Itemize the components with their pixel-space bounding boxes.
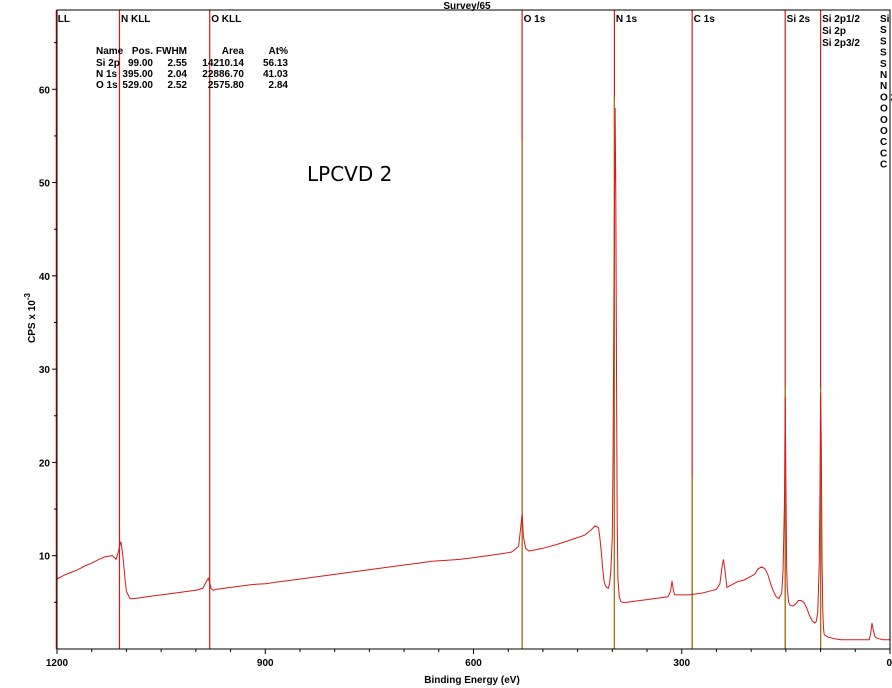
y-tick-label: 10 — [39, 552, 51, 563]
quant-table-header: FWHM — [156, 46, 187, 57]
quant-table-cell: Si 2p — [96, 58, 120, 69]
reference-lines — [521, 96, 822, 649]
survey-spectrum-line — [56, 107, 890, 641]
peak-label: Si 2p1/2 — [822, 14, 860, 25]
plot-frame — [56, 9, 891, 650]
peak-label: N 1s — [616, 14, 638, 25]
y-tick-label: 50 — [39, 179, 51, 190]
quant-table-header: At% — [269, 46, 289, 57]
edge-peak-label: N — [880, 70, 887, 81]
x-tick-label: 900 — [257, 658, 274, 669]
peak-label: O 1s — [524, 14, 546, 25]
peak-label: Si 2p3/2 — [822, 38, 860, 49]
peak-label: N KLL — [121, 14, 150, 25]
quant-table-cell: 99.00 — [128, 58, 153, 69]
y-axis-title-exponent: -3 — [23, 292, 32, 300]
edge-peak-label: S — [880, 25, 887, 36]
edge-peak-label: C — [880, 148, 887, 159]
x-axis-ticks: 1200 900 600 300 0 — [46, 649, 892, 669]
y-axis-title: CPS x 10-3 — [23, 292, 38, 342]
edge-peak-label: O — [880, 104, 888, 115]
y-tick-label: 30 — [39, 365, 51, 376]
y-tick-label: 40 — [39, 272, 51, 283]
x-tick-label: 600 — [465, 658, 482, 669]
quantification-table: Name Pos. FWHM Area At% Si 2p 99.00 2.55 14210.1… — [96, 46, 288, 91]
quant-table-cell: 529.00 — [122, 80, 153, 91]
edge-peak-label: S — [880, 48, 887, 59]
edge-peak-label: O — [880, 126, 888, 137]
chart-title: Survey/65 — [443, 1, 491, 12]
sample-annotation: LPCVD 2 — [307, 162, 392, 186]
peak-label: O KLL — [211, 14, 241, 25]
peak-label: LL — [58, 14, 70, 25]
peak-label: C 1s — [694, 14, 716, 25]
quant-table-cell: O 1s — [96, 80, 118, 91]
x-tick-label: 1200 — [46, 658, 69, 669]
quant-table-cell: 395.00 — [122, 69, 153, 80]
edge-peak-label: C — [880, 137, 887, 148]
peak-label: Si 2p — [822, 26, 846, 37]
quant-table-header: Name — [96, 46, 124, 57]
quant-table-cell: 14210.14 — [202, 58, 244, 69]
edge-peak-label: Si — [880, 14, 890, 25]
quant-table-cell: 2.52 — [168, 80, 188, 91]
quant-table-header: Area — [222, 46, 245, 57]
quant-table-cell: 56.13 — [263, 58, 288, 69]
x-axis-title: Binding Energy (eV) — [424, 675, 520, 686]
quant-table-cell: N 1s — [96, 69, 118, 80]
quant-table-cell: 2.55 — [168, 58, 188, 69]
x-tick-label: 300 — [673, 658, 690, 669]
quant-table-cell: 2.04 — [168, 69, 188, 80]
peak-labels: LL N KLL O KLL O 1s N 1s C 1s Si 2s Si 2p1/2Si … — [58, 14, 861, 49]
y-axis-title-main: CPS x 10 — [27, 300, 38, 343]
peak-label: Si 2s — [787, 14, 811, 25]
edge-peak-label: S — [880, 59, 887, 70]
quant-table-cell: 2.84 — [269, 80, 289, 91]
edge-peak-label: N — [880, 81, 887, 92]
peak-label-lines — [55, 10, 822, 649]
quant-table-cell: 41.03 — [263, 69, 288, 80]
edge-peak-label: O 2 — [880, 92, 892, 103]
y-axis-ticks: 10 20 30 40 50 60 — [39, 42, 57, 603]
edge-peak-label: S — [880, 36, 887, 47]
x-tick-label: 0 — [886, 658, 892, 669]
y-tick-label: 20 — [39, 458, 51, 469]
quant-table-cell: 2575.80 — [208, 80, 245, 91]
edge-peak-label: O — [880, 115, 888, 126]
y-tick-label: 60 — [39, 85, 51, 96]
edge-peak-label: C — [880, 160, 887, 171]
quant-table-cell: 22886.70 — [202, 69, 244, 80]
quant-table-header: Pos. — [132, 46, 153, 57]
